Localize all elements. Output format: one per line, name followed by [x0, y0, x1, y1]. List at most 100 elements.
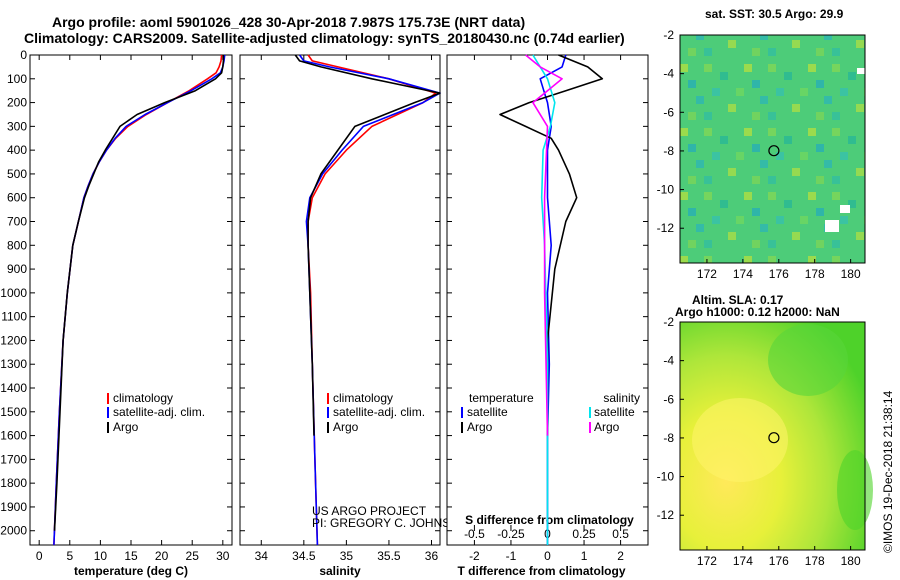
- sla-lon-tick-label: 174: [733, 554, 753, 568]
- salinity-x-tick-label: 35: [340, 549, 354, 563]
- depth-tick-label: 900: [7, 262, 27, 276]
- temperature-x-tick-label: 15: [124, 549, 138, 563]
- sla-lat-tick-label: -8: [663, 431, 674, 445]
- sdiff-x-tick-label: 0.5: [612, 527, 629, 541]
- difference-x-tick-label: -1: [506, 549, 517, 563]
- sla-lat-tick-label: -6: [663, 392, 674, 406]
- sst-missing-data: [857, 68, 865, 74]
- sla-map-title-line2: Argo h1000: 0.12 h2000: NaN: [675, 305, 840, 319]
- sdiff-x-axis-label: S difference from climatology: [465, 513, 634, 527]
- salinity-x-tick-label: 34: [255, 549, 269, 563]
- temperature-x-tick-label: 30: [216, 549, 230, 563]
- temperature-x-tick-label: 0: [36, 549, 43, 563]
- legend-temperature-argo: Argo: [467, 420, 493, 434]
- legend-satellite-adj: satellite-adj. clim.: [113, 405, 205, 419]
- sdiff-x-tick-label: -0.25: [497, 527, 525, 541]
- legend-climatology-sal: climatology: [333, 391, 393, 405]
- depth-tick-label: 600: [7, 191, 27, 205]
- sdiff-x-tick-label: 0.25: [572, 527, 596, 541]
- sst-lon-tick-label: 180: [841, 267, 861, 281]
- depth-tick-label: 1800: [0, 476, 27, 490]
- imos-watermark: ©IMOS 19-Dec-2018 21:38:14: [881, 390, 895, 553]
- difference-x-tick-label: 1: [581, 549, 588, 563]
- temperature-x-tick-label: 20: [155, 549, 169, 563]
- sla-lat-tick-label: -2: [663, 315, 674, 329]
- temperature-panel: 0100200300400500600700800900100011001200…: [0, 48, 233, 578]
- series-temperature-satellite: [539, 54, 567, 545]
- depth-tick-label: 700: [7, 215, 27, 229]
- temperature-x-tick-label: 10: [94, 549, 108, 563]
- depth-tick-label: 1900: [0, 500, 27, 514]
- sst-lon-tick-label: 172: [697, 267, 717, 281]
- sla-lat-tick-label: -12: [657, 508, 675, 522]
- sla-lat-tick-label: -4: [663, 354, 674, 368]
- sst-map-title: sat. SST: 30.5 Argo: 29.9: [705, 7, 844, 21]
- map-axes: 172 174 176 178 180 -2 -4 -6 -8 -10 -12 172 174 176 17…: [657, 28, 895, 568]
- salinity-plot-frame: [239, 54, 441, 546]
- depth-tick-label: 1000: [0, 286, 27, 300]
- sst-missing-data: [840, 205, 850, 213]
- sla-lon-tick-label: 178: [805, 554, 825, 568]
- difference-x-tick-label: 2: [617, 549, 624, 563]
- depth-tick-label: 1300: [0, 357, 27, 371]
- salinity-panel: 34 34.5 35 35.5 36 salinity climatologysatelli…: [239, 54, 468, 578]
- legend-argo: Argo: [113, 420, 139, 434]
- legend-salinity-argo: Argo: [594, 420, 620, 434]
- legend-satellite-adj-sal: satellite-adj. clim.: [333, 405, 425, 419]
- legend-salinity-heading: salinity: [603, 391, 640, 405]
- difference-panel: -2 -1 0 1 2T difference from climatology -0.5…: [446, 54, 649, 578]
- series-argo: [53, 55, 225, 531]
- legend-argo-sal: Argo: [333, 420, 359, 434]
- sla-lon-tick-label: 176: [769, 554, 789, 568]
- depth-tick-label: 200: [7, 96, 27, 110]
- sst-lon-tick-label: 174: [733, 267, 753, 281]
- depth-tick-label: 1500: [0, 405, 27, 419]
- difference-x-axis-label: T difference from climatology: [457, 564, 625, 578]
- sla-lat-tick-label: -10: [657, 470, 675, 484]
- sla-lon-tick-label: 180: [841, 554, 861, 568]
- float-location-marker: [768, 145, 780, 157]
- sst-lat-tick-label: -4: [663, 67, 674, 81]
- depth-tick-label: 800: [7, 238, 27, 252]
- sst-lat-tick-label: -2: [663, 28, 674, 42]
- legend-climatology: climatology: [113, 391, 173, 405]
- salinity-x-tick-label: 35.5: [377, 549, 401, 563]
- legend-salinity-satellite: satellite: [594, 405, 635, 419]
- depth-tick-label: 1600: [0, 429, 27, 443]
- sst-map: sat. SST: 30.5 Argo: 29.9: [679, 7, 866, 264]
- salinity-x-tick-label: 34.5: [292, 549, 316, 563]
- temperature-x-tick-label: 25: [186, 549, 200, 563]
- depth-tick-label: 1400: [0, 381, 27, 395]
- depth-tick-label: 100: [7, 72, 27, 86]
- sst-missing-data: [825, 220, 839, 232]
- sdiff-x-tick-label: -0.5: [464, 527, 485, 541]
- sst-lat-tick-label: -8: [663, 144, 674, 158]
- salinity-x-tick-label: 36: [425, 549, 439, 563]
- sst-lon-tick-label: 178: [805, 267, 825, 281]
- sst-lat-tick-label: -10: [657, 183, 675, 197]
- sla-map-title-line1: Altim. SLA: 0.17: [692, 293, 784, 307]
- depth-tick-label: 1100: [1, 310, 27, 324]
- sst-lat-tick-label: -6: [663, 105, 674, 119]
- float-location-marker-sla: [768, 432, 780, 444]
- series-temperature-argo: [499, 54, 604, 436]
- legend-temperature-heading: temperature: [469, 391, 534, 405]
- depth-tick-label: 500: [7, 167, 27, 181]
- credit-project: US ARGO PROJECT: [312, 504, 427, 518]
- depth-tick-label: 2000: [0, 524, 27, 538]
- temperature-plot-frame: [29, 54, 233, 546]
- sst-lon-tick-label: 176: [769, 267, 789, 281]
- figure-title-line2: Climatology: CARS2009. Satellite-adjuste…: [24, 30, 625, 46]
- series-argo: [294, 54, 441, 436]
- series-salinity-argo: [525, 54, 563, 436]
- difference-x-tick-label: 0: [544, 549, 551, 563]
- temperature-x-tick-label: 5: [66, 549, 73, 563]
- depth-tick-label: 1700: [0, 452, 27, 466]
- depth-tick-label: 1200: [0, 333, 27, 347]
- depth-tick-label: 300: [7, 119, 27, 133]
- depth-tick-label: 400: [7, 143, 27, 157]
- difference-x-tick-label: -2: [469, 549, 480, 563]
- sla-lon-tick-label: 172: [697, 554, 717, 568]
- depth-tick-label: 0: [20, 48, 27, 62]
